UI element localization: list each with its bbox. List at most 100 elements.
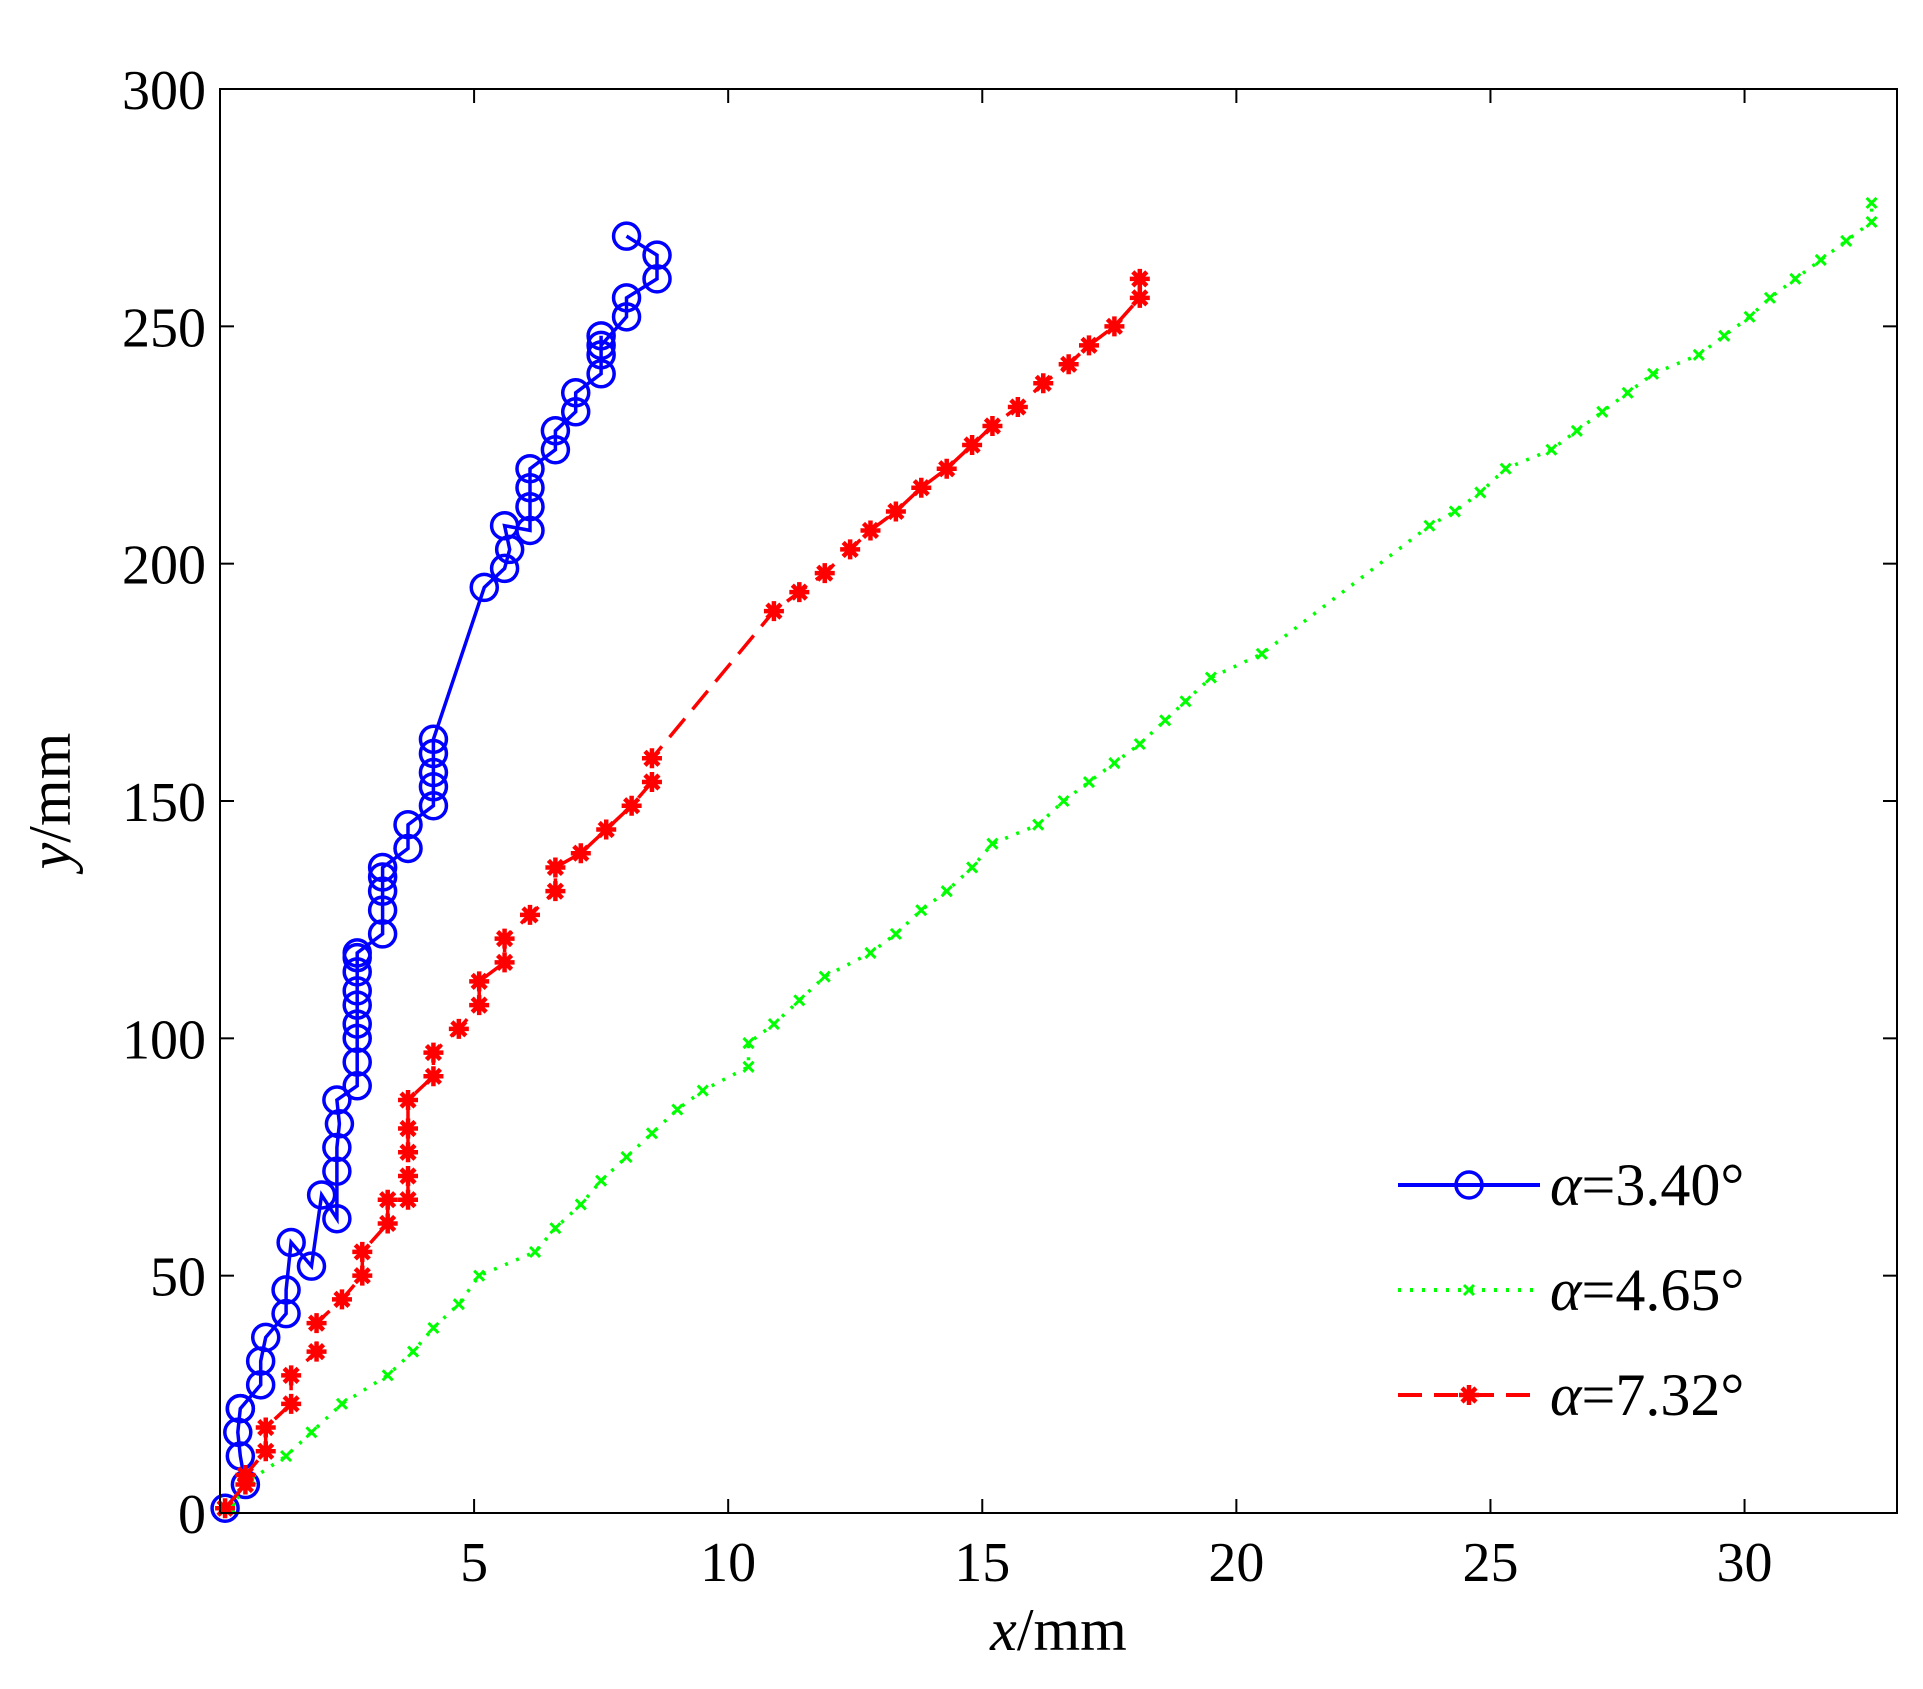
- data-point-circle: [515, 472, 545, 503]
- data-point-circle: [642, 264, 672, 294]
- data-point-star: [469, 971, 490, 992]
- data-point-circle: [642, 240, 672, 270]
- legend-label-var: α: [1550, 1257, 1583, 1323]
- data-point-x: [767, 1018, 780, 1031]
- data-point-star: [377, 1213, 398, 1234]
- data-point-circle: [418, 724, 449, 755]
- data-point-circle: [342, 1009, 372, 1039]
- y-tick-label: 250: [122, 297, 206, 359]
- data-point-x: [1570, 424, 1583, 437]
- data-point-star: [1129, 287, 1150, 308]
- data-point-circle: [560, 397, 591, 427]
- legend-entry: α=7.32°: [1398, 1362, 1744, 1428]
- data-point-star: [860, 520, 881, 541]
- x-tick-label: 5: [460, 1532, 488, 1594]
- data-point-x: [696, 1084, 709, 1097]
- legend-label-series-1: α=3.40°: [1550, 1152, 1744, 1218]
- data-point-circle: [322, 1203, 352, 1234]
- data-point-x: [645, 1127, 659, 1140]
- data-point-circle: [342, 1047, 372, 1077]
- data-point-x: [452, 1298, 465, 1311]
- data-point-x: [1448, 505, 1461, 518]
- data-point-circle: [367, 895, 398, 925]
- data-point-x: [549, 1222, 562, 1235]
- data-point-x: [915, 904, 928, 917]
- data-point-star: [621, 795, 642, 816]
- data-point-x: [529, 1245, 542, 1258]
- legend-label-value: =7.32°: [1582, 1362, 1745, 1428]
- legend-label-series-3: α=7.32°: [1550, 1362, 1744, 1428]
- data-point-circle: [515, 515, 545, 546]
- data-point-x: [595, 1174, 608, 1187]
- data-point-circle: [296, 1251, 327, 1281]
- data-point-star: [545, 857, 566, 878]
- data-point-star: [596, 819, 617, 840]
- data-point-star: [235, 1465, 256, 1486]
- data-point-circle: [245, 1370, 276, 1400]
- data-point-star: [448, 1018, 469, 1039]
- data-point-star: [519, 904, 540, 925]
- data-point-x: [335, 1397, 349, 1410]
- data-point-x: [1865, 215, 1878, 228]
- data-point-circle: [540, 434, 571, 465]
- y-tick-label: 300: [122, 60, 206, 122]
- data-point-x: [1462, 1283, 1476, 1297]
- y-tick-label: 100: [122, 1009, 206, 1071]
- data-point-x: [742, 1060, 755, 1073]
- data-point-x: [986, 837, 999, 850]
- data-point-circle: [418, 790, 449, 821]
- data-point-star: [840, 539, 861, 560]
- data-point-circle: [560, 378, 591, 408]
- y-axis-label: y/mm: [17, 733, 83, 876]
- data-point-circle: [306, 1180, 337, 1210]
- data-point-x: [1082, 775, 1096, 789]
- data-point-star: [1078, 335, 1099, 356]
- data-point-x: [1840, 234, 1853, 247]
- data-point-star: [641, 748, 662, 769]
- data-point-star: [215, 1498, 236, 1519]
- data-point-star: [281, 1393, 302, 1414]
- data-point-circle: [276, 1227, 306, 1258]
- data-point-star: [1007, 397, 1028, 418]
- data-point-circle: [586, 330, 616, 361]
- data-point-x: [620, 1150, 633, 1164]
- legend-label-var: α: [1550, 1362, 1583, 1428]
- data-point-x: [671, 1103, 684, 1116]
- legend-marker-series-1: [1454, 1170, 1484, 1200]
- series-line: [223, 234, 659, 1510]
- y-axis-label-unit: /mm: [17, 733, 83, 843]
- data-point-circle: [611, 302, 642, 332]
- data-point-circle: [342, 990, 372, 1020]
- data-point-circle: [271, 1298, 301, 1329]
- data-point-x: [1423, 519, 1436, 532]
- data-point-circle: [342, 976, 372, 1006]
- data-point-x: [818, 970, 831, 983]
- data-point-star: [377, 1189, 398, 1210]
- data-point-x: [1133, 737, 1146, 751]
- data-point-circle: [515, 491, 545, 522]
- data-point-circle: [322, 1156, 352, 1186]
- data-point-star: [570, 843, 591, 864]
- data-point-star: [763, 601, 784, 622]
- data-point-circle: [250, 1322, 281, 1353]
- x-tick-label: 20: [1208, 1532, 1264, 1594]
- data-point-circle: [367, 862, 398, 892]
- data-point-x: [1789, 272, 1802, 285]
- data-point-circle: [322, 1132, 352, 1163]
- data-point-x: [1692, 348, 1705, 361]
- data-point-circle: [489, 553, 520, 584]
- legend-marker-series-3: [1459, 1385, 1479, 1405]
- data-point-star: [281, 1365, 302, 1386]
- data-point-circle: [515, 453, 545, 484]
- data-point-circle: [210, 1493, 240, 1524]
- data-point-x: [864, 946, 877, 959]
- data-point-star: [911, 477, 932, 498]
- data-point-circle: [393, 833, 423, 864]
- data-point-x: [940, 885, 953, 898]
- data-point-circle: [271, 1275, 301, 1305]
- series-1: [210, 221, 672, 1524]
- legend-marker-series-2: [1462, 1283, 1476, 1297]
- data-point-circle: [393, 809, 423, 840]
- data-point-star: [494, 928, 515, 949]
